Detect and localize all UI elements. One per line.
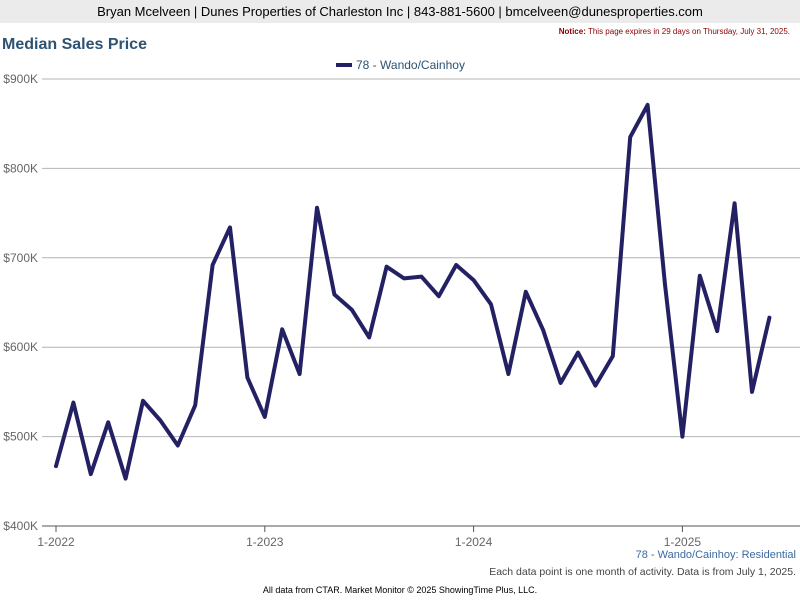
y-tick-label: $900K (3, 72, 38, 86)
data-point (507, 372, 510, 376)
data-point (298, 372, 301, 376)
data-point (176, 444, 179, 447)
data-point (402, 277, 406, 280)
data-point (733, 202, 736, 205)
y-tick-label: $600K (3, 340, 38, 354)
data-point (54, 464, 58, 468)
notice-message: This page expires in 29 days on Thursday… (587, 27, 790, 36)
y-tick-label: $800K (3, 161, 38, 175)
data-point (72, 401, 75, 404)
data-source: All data from CTAR. Market Monitor © 202… (262, 585, 538, 595)
data-point (194, 404, 197, 407)
data-point (681, 435, 684, 438)
data-point (315, 206, 319, 209)
y-tick-label: $400K (3, 519, 38, 533)
data-point (107, 421, 110, 424)
data-point (698, 274, 701, 277)
y-tick-label: $700K (3, 251, 38, 265)
data-point (141, 399, 145, 403)
contact-text: Bryan Mcelveen | Dunes Properties of Cha… (97, 4, 703, 19)
x-tick-label: 1-2025 (664, 535, 702, 549)
data-point (455, 263, 458, 267)
data-point (263, 415, 266, 419)
data-point (228, 226, 232, 229)
data-point (576, 351, 580, 354)
data-point (281, 328, 284, 331)
data-point (89, 472, 93, 476)
data-point (368, 336, 371, 339)
data-point (524, 290, 527, 293)
data-point (629, 135, 632, 139)
data-point (350, 308, 353, 311)
data-point (246, 376, 249, 379)
data-point (333, 293, 336, 296)
legend-label: 78 - Wando/Cainhoy (356, 58, 465, 72)
data-point (211, 263, 214, 267)
data-point (159, 419, 162, 422)
notice-text: Notice: This page expires in 29 days on … (559, 27, 790, 36)
x-tick-label: 1-2023 (246, 535, 284, 549)
data-point (716, 329, 719, 333)
data-point (768, 316, 771, 319)
data-point (437, 295, 440, 298)
data-point (750, 390, 754, 394)
y-tick-label: $500K (3, 430, 38, 444)
notice-label: Notice: (558, 27, 586, 36)
data-point (124, 477, 127, 480)
contact-banner: Bryan Mcelveen | Dunes Properties of Cha… (0, 0, 800, 23)
data-point (611, 354, 614, 358)
data-point (542, 329, 545, 332)
chart-title: Median Sales Price (2, 36, 147, 53)
data-point (472, 278, 475, 282)
series-caption: 78 - Wando/Cainhoy: Residential (635, 549, 796, 561)
series-line (54, 102, 772, 481)
x-tick-label: 1-2022 (37, 535, 75, 549)
data-point (489, 303, 493, 306)
data-note: Each data point is one month of activity… (489, 566, 796, 578)
data-point (385, 265, 388, 268)
data-point (559, 381, 562, 385)
data-point (420, 275, 423, 278)
data-point (646, 103, 649, 107)
data-point (663, 283, 667, 286)
x-tick-label: 1-2024 (455, 535, 493, 549)
data-point (594, 384, 597, 387)
